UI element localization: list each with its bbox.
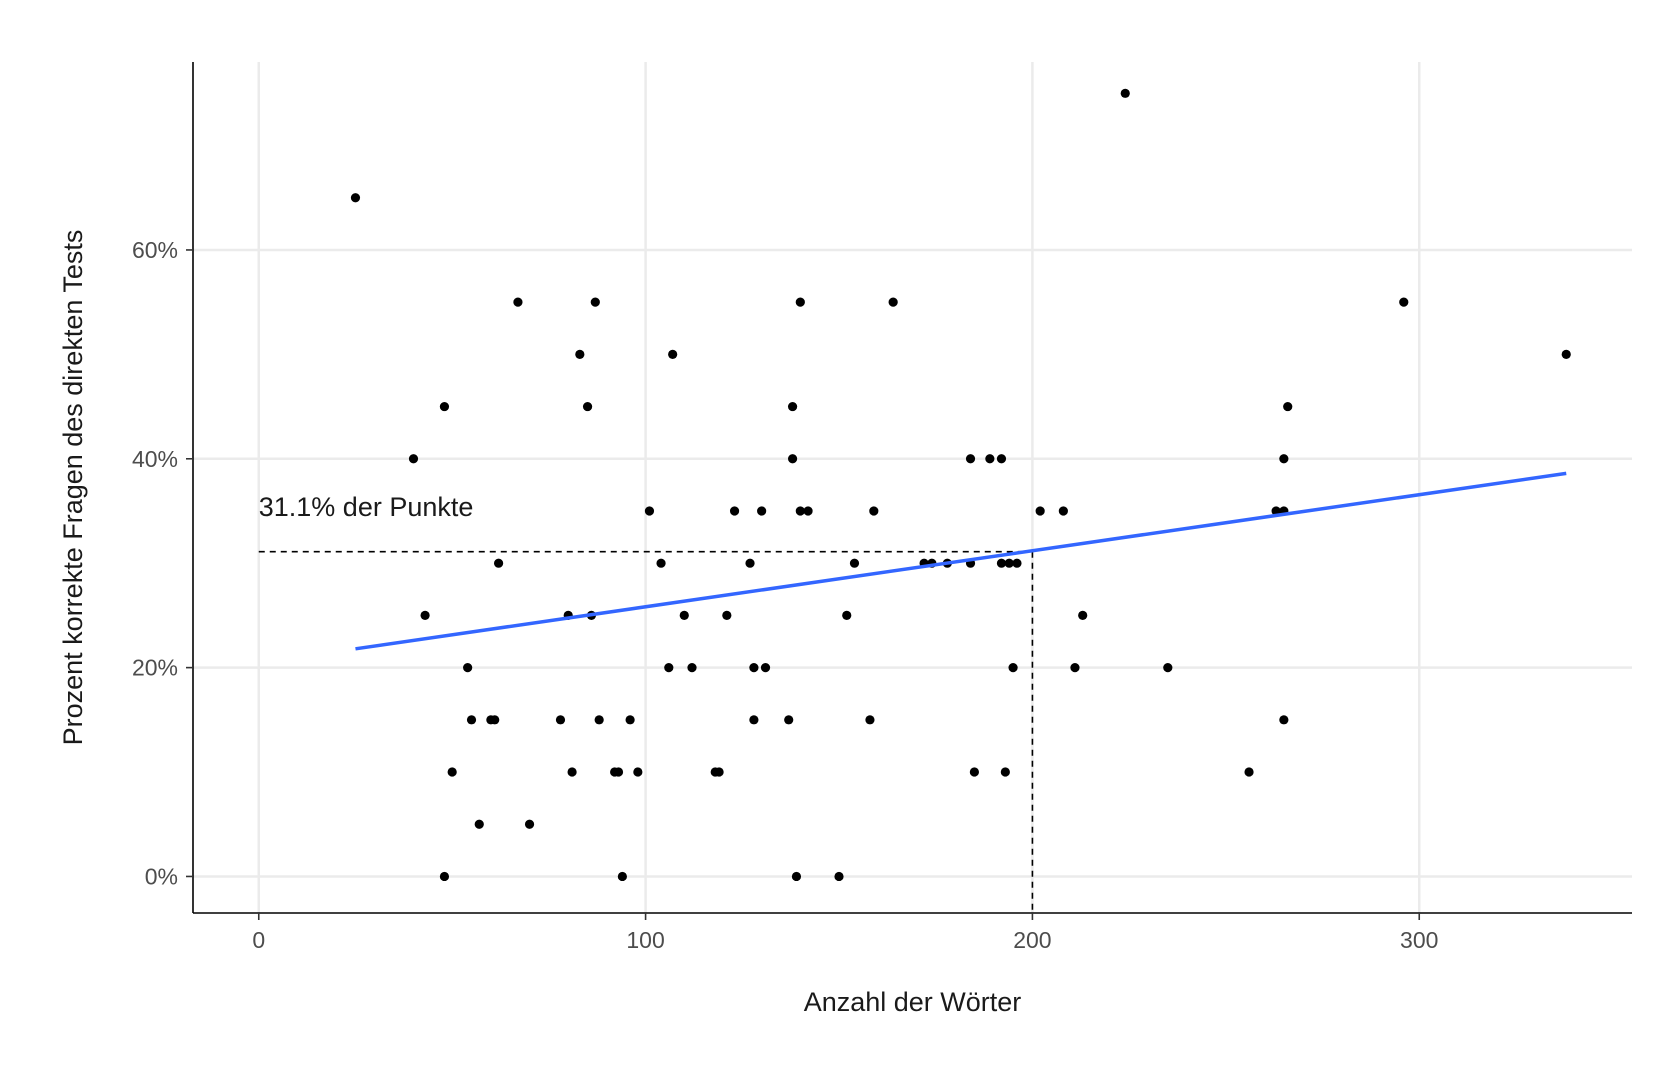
data-point [447, 767, 457, 777]
data-point [668, 349, 678, 359]
data-point [1399, 297, 1409, 307]
data-point [849, 558, 860, 568]
data-point [1078, 610, 1088, 621]
y-tick-label: 60% [132, 237, 178, 263]
trend-line [355, 471, 1567, 651]
trend-line-group [355, 471, 1567, 651]
annotation-label: 31.1% der Punkte [259, 492, 474, 522]
data-point [350, 193, 361, 203]
tick-labels: 0 100 200 300 0% 20% 40% 60% [132, 237, 1438, 953]
data-point [795, 506, 805, 516]
data-point [760, 663, 771, 673]
data-point [996, 454, 1007, 464]
data-point [749, 715, 759, 725]
data-point [420, 610, 430, 621]
data-point [795, 297, 805, 307]
data-point [1004, 558, 1014, 568]
y-tick-label: 40% [132, 446, 178, 472]
data-point [687, 663, 697, 673]
data-point [493, 558, 504, 568]
data-point [1244, 767, 1254, 777]
data-point [745, 558, 755, 568]
data-point [1120, 88, 1130, 98]
data-point [1012, 558, 1022, 568]
data-point [722, 610, 732, 621]
data-point [513, 297, 523, 307]
data-point [1070, 663, 1080, 673]
data-point [1058, 506, 1068, 516]
data-point [729, 506, 740, 516]
data-point [408, 454, 419, 464]
data-point [834, 871, 844, 882]
data-points [350, 88, 1571, 882]
data-point [842, 610, 852, 621]
data-point [1279, 454, 1289, 464]
data-point [679, 610, 689, 621]
data-point [644, 506, 655, 516]
data-point [463, 663, 473, 673]
x-tick-label: 300 [1400, 927, 1438, 953]
data-point [1561, 349, 1571, 359]
data-point [625, 715, 635, 725]
data-point [555, 715, 566, 725]
data-point [985, 454, 995, 464]
grid-lines [193, 62, 1632, 913]
data-point [784, 715, 794, 725]
data-point [865, 715, 875, 725]
data-point [803, 506, 813, 516]
x-tick-label: 100 [626, 927, 664, 953]
data-point [664, 663, 674, 673]
data-point [617, 871, 627, 882]
data-point [969, 767, 979, 777]
data-point [656, 558, 666, 568]
data-point [757, 506, 767, 516]
y-tick-label: 20% [132, 655, 178, 681]
data-point [575, 349, 585, 359]
y-tick-label: 0% [145, 863, 178, 889]
data-point [1008, 663, 1018, 673]
x-tick-label: 200 [1013, 927, 1051, 953]
data-point [1163, 663, 1173, 673]
data-point [524, 819, 535, 829]
data-point [1283, 401, 1293, 412]
data-point [633, 767, 643, 777]
data-point [582, 401, 593, 412]
data-point [490, 715, 500, 725]
data-point [590, 297, 600, 307]
data-point [714, 767, 724, 777]
reference-lines [258, 550, 1034, 913]
data-point [613, 767, 624, 777]
data-point [787, 401, 798, 412]
data-point [466, 715, 477, 725]
x-axis-title: Anzahl der Wörter [804, 987, 1022, 1017]
data-point [996, 558, 1007, 568]
data-point [869, 506, 879, 516]
data-point [439, 401, 450, 412]
data-point [965, 454, 976, 464]
y-axis-title: Prozent korrekte Fragen des direkten Tes… [58, 230, 88, 746]
data-point [1000, 767, 1010, 777]
data-point [474, 819, 484, 829]
axes [192, 62, 1632, 914]
data-point [749, 663, 759, 673]
data-point [567, 767, 577, 777]
data-point [1279, 715, 1289, 725]
x-tick-label: 0 [252, 927, 265, 953]
data-point [787, 454, 798, 464]
data-point [888, 297, 898, 307]
data-point [439, 871, 450, 882]
data-point [594, 715, 604, 725]
data-point [1271, 506, 1281, 516]
data-point [791, 871, 802, 882]
data-point [1035, 506, 1045, 516]
